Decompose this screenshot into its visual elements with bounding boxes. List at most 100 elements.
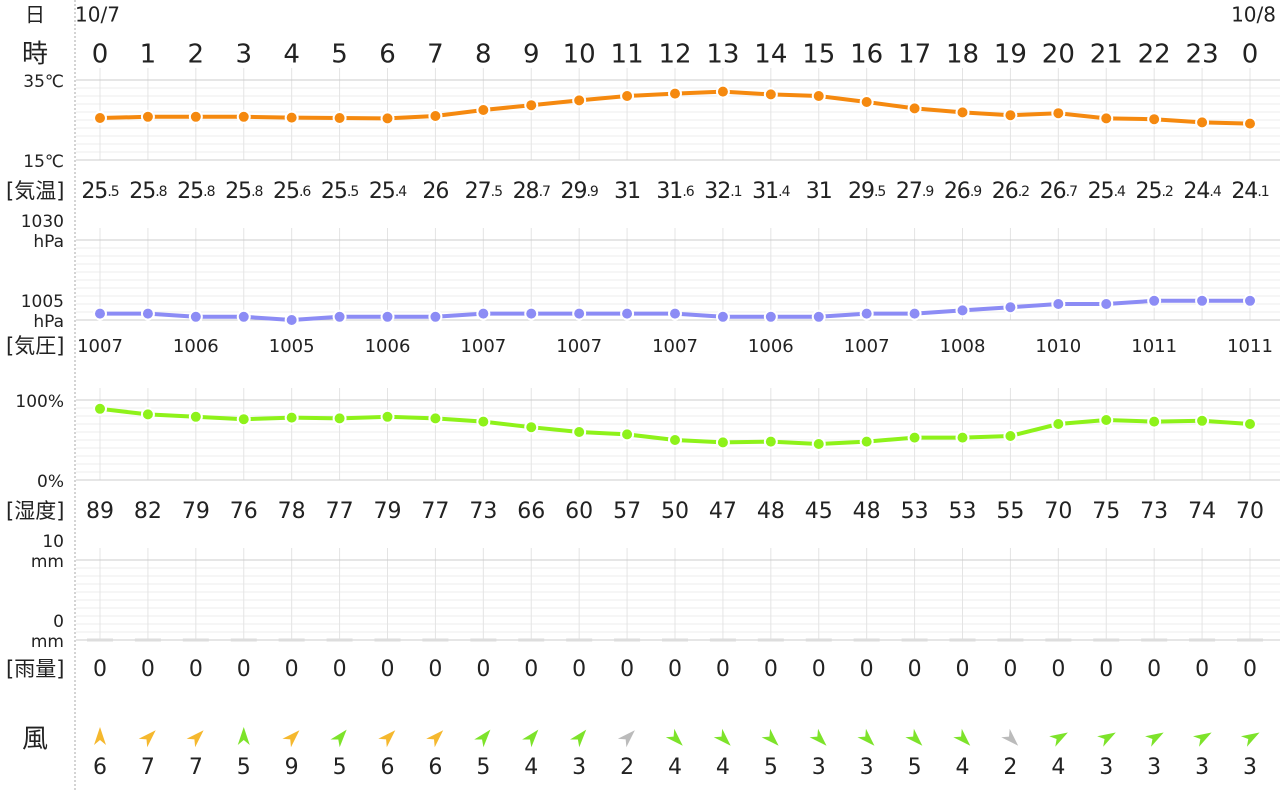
value-label: 24.4: [1183, 179, 1221, 204]
hour: 20: [1042, 40, 1075, 70]
point: [668, 306, 682, 321]
value-label: 47: [709, 499, 737, 524]
point: [188, 109, 203, 124]
wind-speed: 5: [476, 755, 490, 780]
point: [572, 306, 587, 321]
point: [668, 86, 682, 101]
point: [859, 434, 874, 449]
point: [763, 309, 778, 324]
value-label: 26.2: [992, 179, 1029, 204]
wind-arrow: [330, 729, 347, 748]
point: [284, 410, 299, 425]
row-label: [雨量]: [6, 657, 64, 681]
value-label: 31: [806, 179, 832, 204]
point: [955, 430, 970, 445]
date: 10/7: [75, 3, 120, 27]
value-label: 29.9: [560, 179, 597, 204]
value-label: 0: [237, 657, 251, 682]
hour: 21: [1090, 40, 1123, 70]
point: [811, 309, 826, 324]
wind-arrow: [1097, 732, 1116, 747]
value-label: 0: [668, 657, 682, 682]
wind-arrow: [186, 730, 204, 748]
hour: 23: [1186, 40, 1219, 70]
point: [668, 433, 682, 447]
value-label: 27.9: [896, 179, 933, 204]
point: [1003, 429, 1018, 443]
wind-arrow: [1049, 732, 1068, 747]
point: [1243, 417, 1257, 431]
value-label: 0: [1147, 657, 1161, 682]
point: [380, 309, 395, 324]
date: 10/8: [1231, 3, 1276, 27]
hour: 13: [706, 40, 739, 70]
value-label: 48: [853, 499, 881, 524]
y-tick-label: 35℃: [23, 72, 64, 92]
wind-speed: 3: [1099, 755, 1113, 780]
value-label: 0: [1195, 657, 1209, 682]
wind-arrow: [905, 728, 923, 746]
wind-speed: 4: [956, 755, 970, 780]
value-label: 0: [956, 657, 970, 682]
point: [188, 409, 203, 424]
value-label: 50: [661, 499, 689, 524]
hour: 18: [946, 40, 979, 70]
point: [811, 437, 826, 451]
wind-arrow: [282, 730, 300, 748]
y-tick-label: 1030 hPa: [21, 212, 64, 252]
value-label: 77: [421, 499, 449, 524]
point: [620, 427, 635, 442]
wind-speed: 6: [381, 755, 395, 780]
point: [1051, 106, 1066, 121]
point: [188, 309, 203, 324]
point: [1051, 297, 1066, 311]
value-label: 25.8: [129, 179, 166, 204]
point: [620, 306, 635, 321]
value-label: 31: [614, 179, 640, 204]
hour: 9: [523, 40, 540, 70]
point: [476, 414, 491, 429]
value-label: 1006: [173, 336, 219, 357]
wind-arrow: [1001, 728, 1019, 746]
wind-arrow: [474, 729, 491, 748]
value-label: 0: [908, 657, 922, 682]
value-label: 75: [1092, 499, 1120, 524]
point: [715, 309, 730, 324]
point: [284, 313, 299, 327]
point: [1147, 414, 1162, 429]
wind-speed: 2: [620, 755, 634, 780]
wind-arrow: [522, 729, 539, 748]
point: [140, 109, 155, 124]
value-label: 0: [1243, 657, 1257, 682]
point: [763, 434, 778, 449]
point: [284, 110, 299, 125]
wind-arrow: [1193, 732, 1212, 747]
hour: 4: [283, 40, 300, 70]
wind-arrow: [94, 727, 106, 745]
wind-label: 風: [22, 725, 48, 755]
value-label: 25.2: [1135, 179, 1172, 204]
point: [93, 111, 107, 125]
point: [1195, 115, 1210, 130]
value-label: 60: [565, 499, 593, 524]
value-label: 29.5: [848, 179, 885, 204]
wind-speed: 4: [668, 755, 682, 780]
value-label: 0: [524, 657, 538, 682]
wind-arrow: [138, 730, 156, 748]
point: [859, 95, 874, 109]
point: [763, 87, 778, 102]
point: [140, 407, 155, 422]
value-label: 25.4: [369, 179, 407, 204]
value-label: 53: [949, 499, 977, 524]
value-label: 1007: [652, 336, 698, 357]
value-label: 25.5: [321, 179, 358, 204]
value-label: 0: [620, 657, 634, 682]
hour: 17: [898, 40, 931, 70]
wind-arrow: [809, 728, 827, 746]
hour: 1: [140, 40, 157, 70]
row-label: [気圧]: [6, 334, 64, 358]
point: [572, 93, 587, 108]
wind-arrow: [1145, 732, 1164, 747]
value-label: 27.5: [465, 179, 502, 204]
value-label: 24.1: [1231, 179, 1268, 204]
